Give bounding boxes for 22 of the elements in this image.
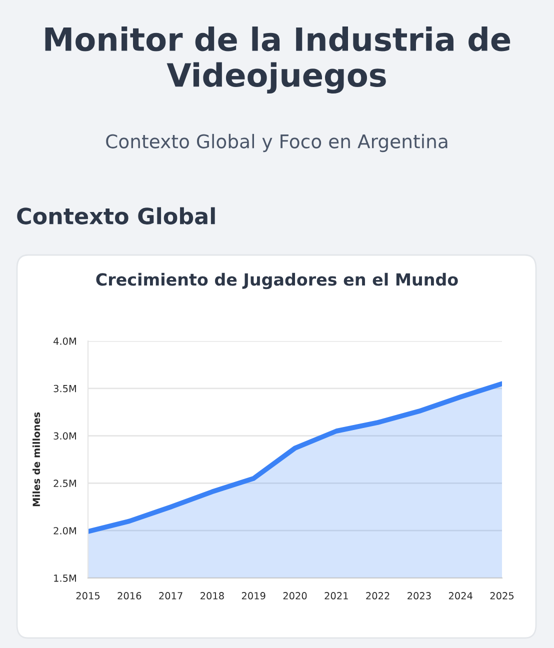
x-tick-label: 2021: [324, 592, 348, 600]
chart-title: Crecimiento de Jugadores en el Mundo: [96, 272, 458, 290]
x-tick-label: 2018: [200, 592, 224, 600]
chart-subtitle: Contexto Global y Foco en Argentina: [106, 134, 448, 152]
x-tick-label: 2024: [448, 592, 472, 600]
x-tick-label: 2016: [118, 592, 142, 600]
x-tick-label: 2017: [159, 592, 182, 600]
y-axis-title: Miles de millones: [32, 412, 40, 506]
y-tick-label: 1.5M: [54, 574, 76, 582]
x-tick-label: 2015: [76, 592, 100, 600]
y-tick-label: 3.5M: [54, 384, 76, 392]
y-tick-label: 2.0M: [54, 527, 76, 534]
x-tick-label: 2019: [242, 592, 266, 600]
x-tick-label: 2025: [490, 592, 514, 600]
text: Contexto Global: [17, 207, 215, 224]
y-tick-label: 4.0M: [54, 337, 76, 345]
x-tick-label: 2020: [283, 592, 307, 600]
x-tick-label: 2022: [366, 592, 390, 600]
y-tick-label: 3.0M: [54, 432, 76, 440]
text: Monitor de la Industria de Videojuegos: [45, 26, 510, 94]
x-tick-label: 2023: [408, 592, 431, 600]
y-tick-label: 2.5M: [54, 480, 76, 488]
